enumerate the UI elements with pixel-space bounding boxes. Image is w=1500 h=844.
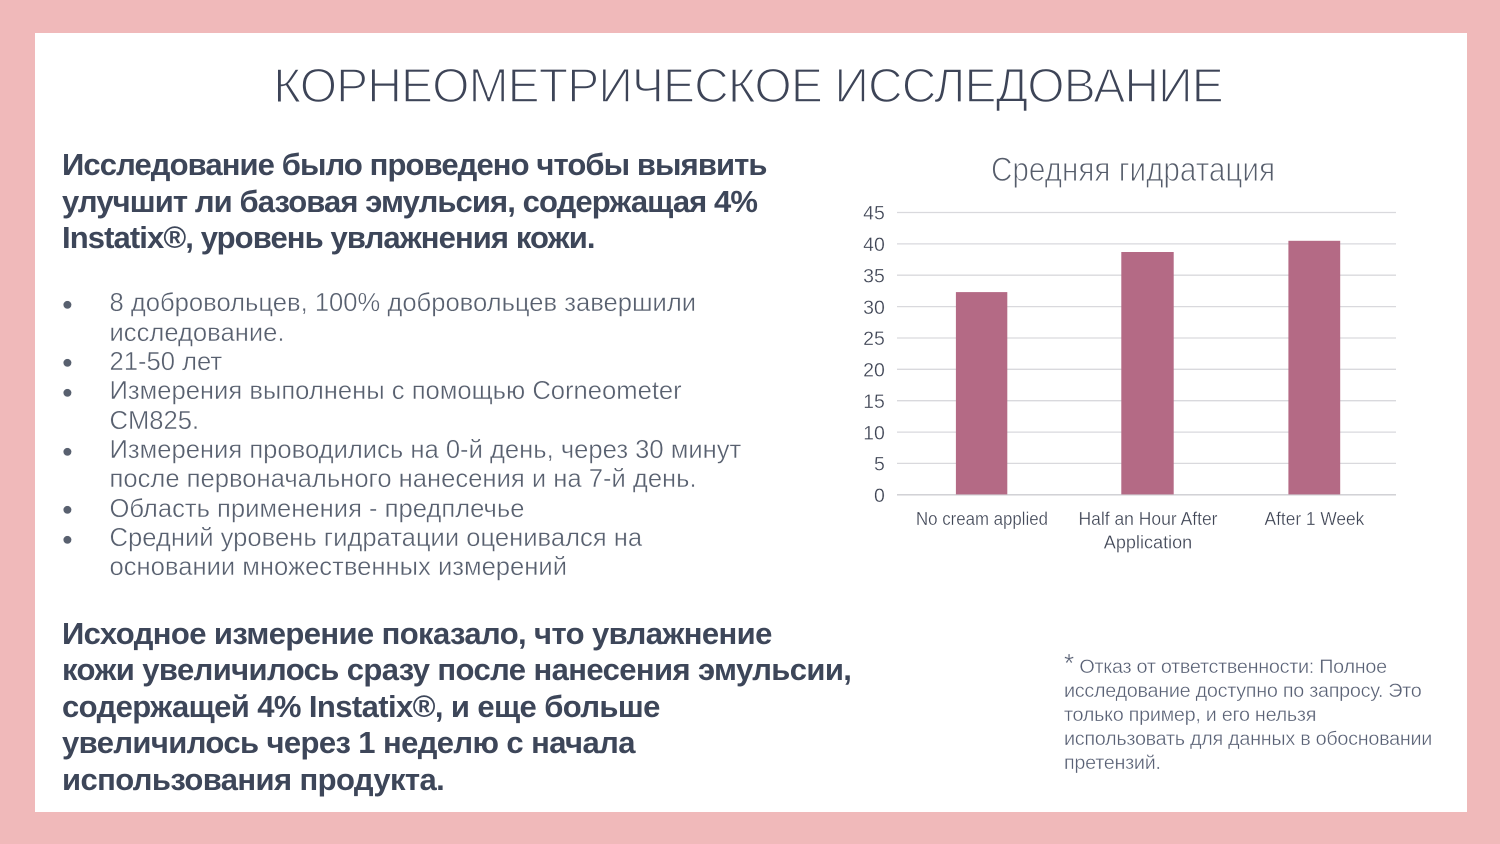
svg-text:After 1 Week: After 1 Week — [1265, 508, 1365, 529]
svg-text:10: 10 — [863, 422, 885, 444]
svg-text:0: 0 — [874, 485, 885, 507]
svg-text:20: 20 — [863, 360, 885, 382]
svg-text:45: 45 — [863, 203, 885, 225]
svg-text:30: 30 — [863, 297, 885, 319]
svg-text:Half an Hour After: Half an Hour After — [1079, 508, 1218, 529]
svg-text:15: 15 — [863, 391, 885, 413]
svg-text:5: 5 — [874, 454, 885, 476]
svg-text:25: 25 — [863, 328, 885, 350]
svg-text:40: 40 — [863, 234, 885, 256]
svg-text:Application: Application — [1104, 531, 1193, 552]
svg-text:No cream applied: No cream applied — [916, 508, 1048, 529]
svg-text:Средняя гидратация: Средняя гидратация — [991, 151, 1275, 189]
svg-text:35: 35 — [863, 265, 885, 287]
